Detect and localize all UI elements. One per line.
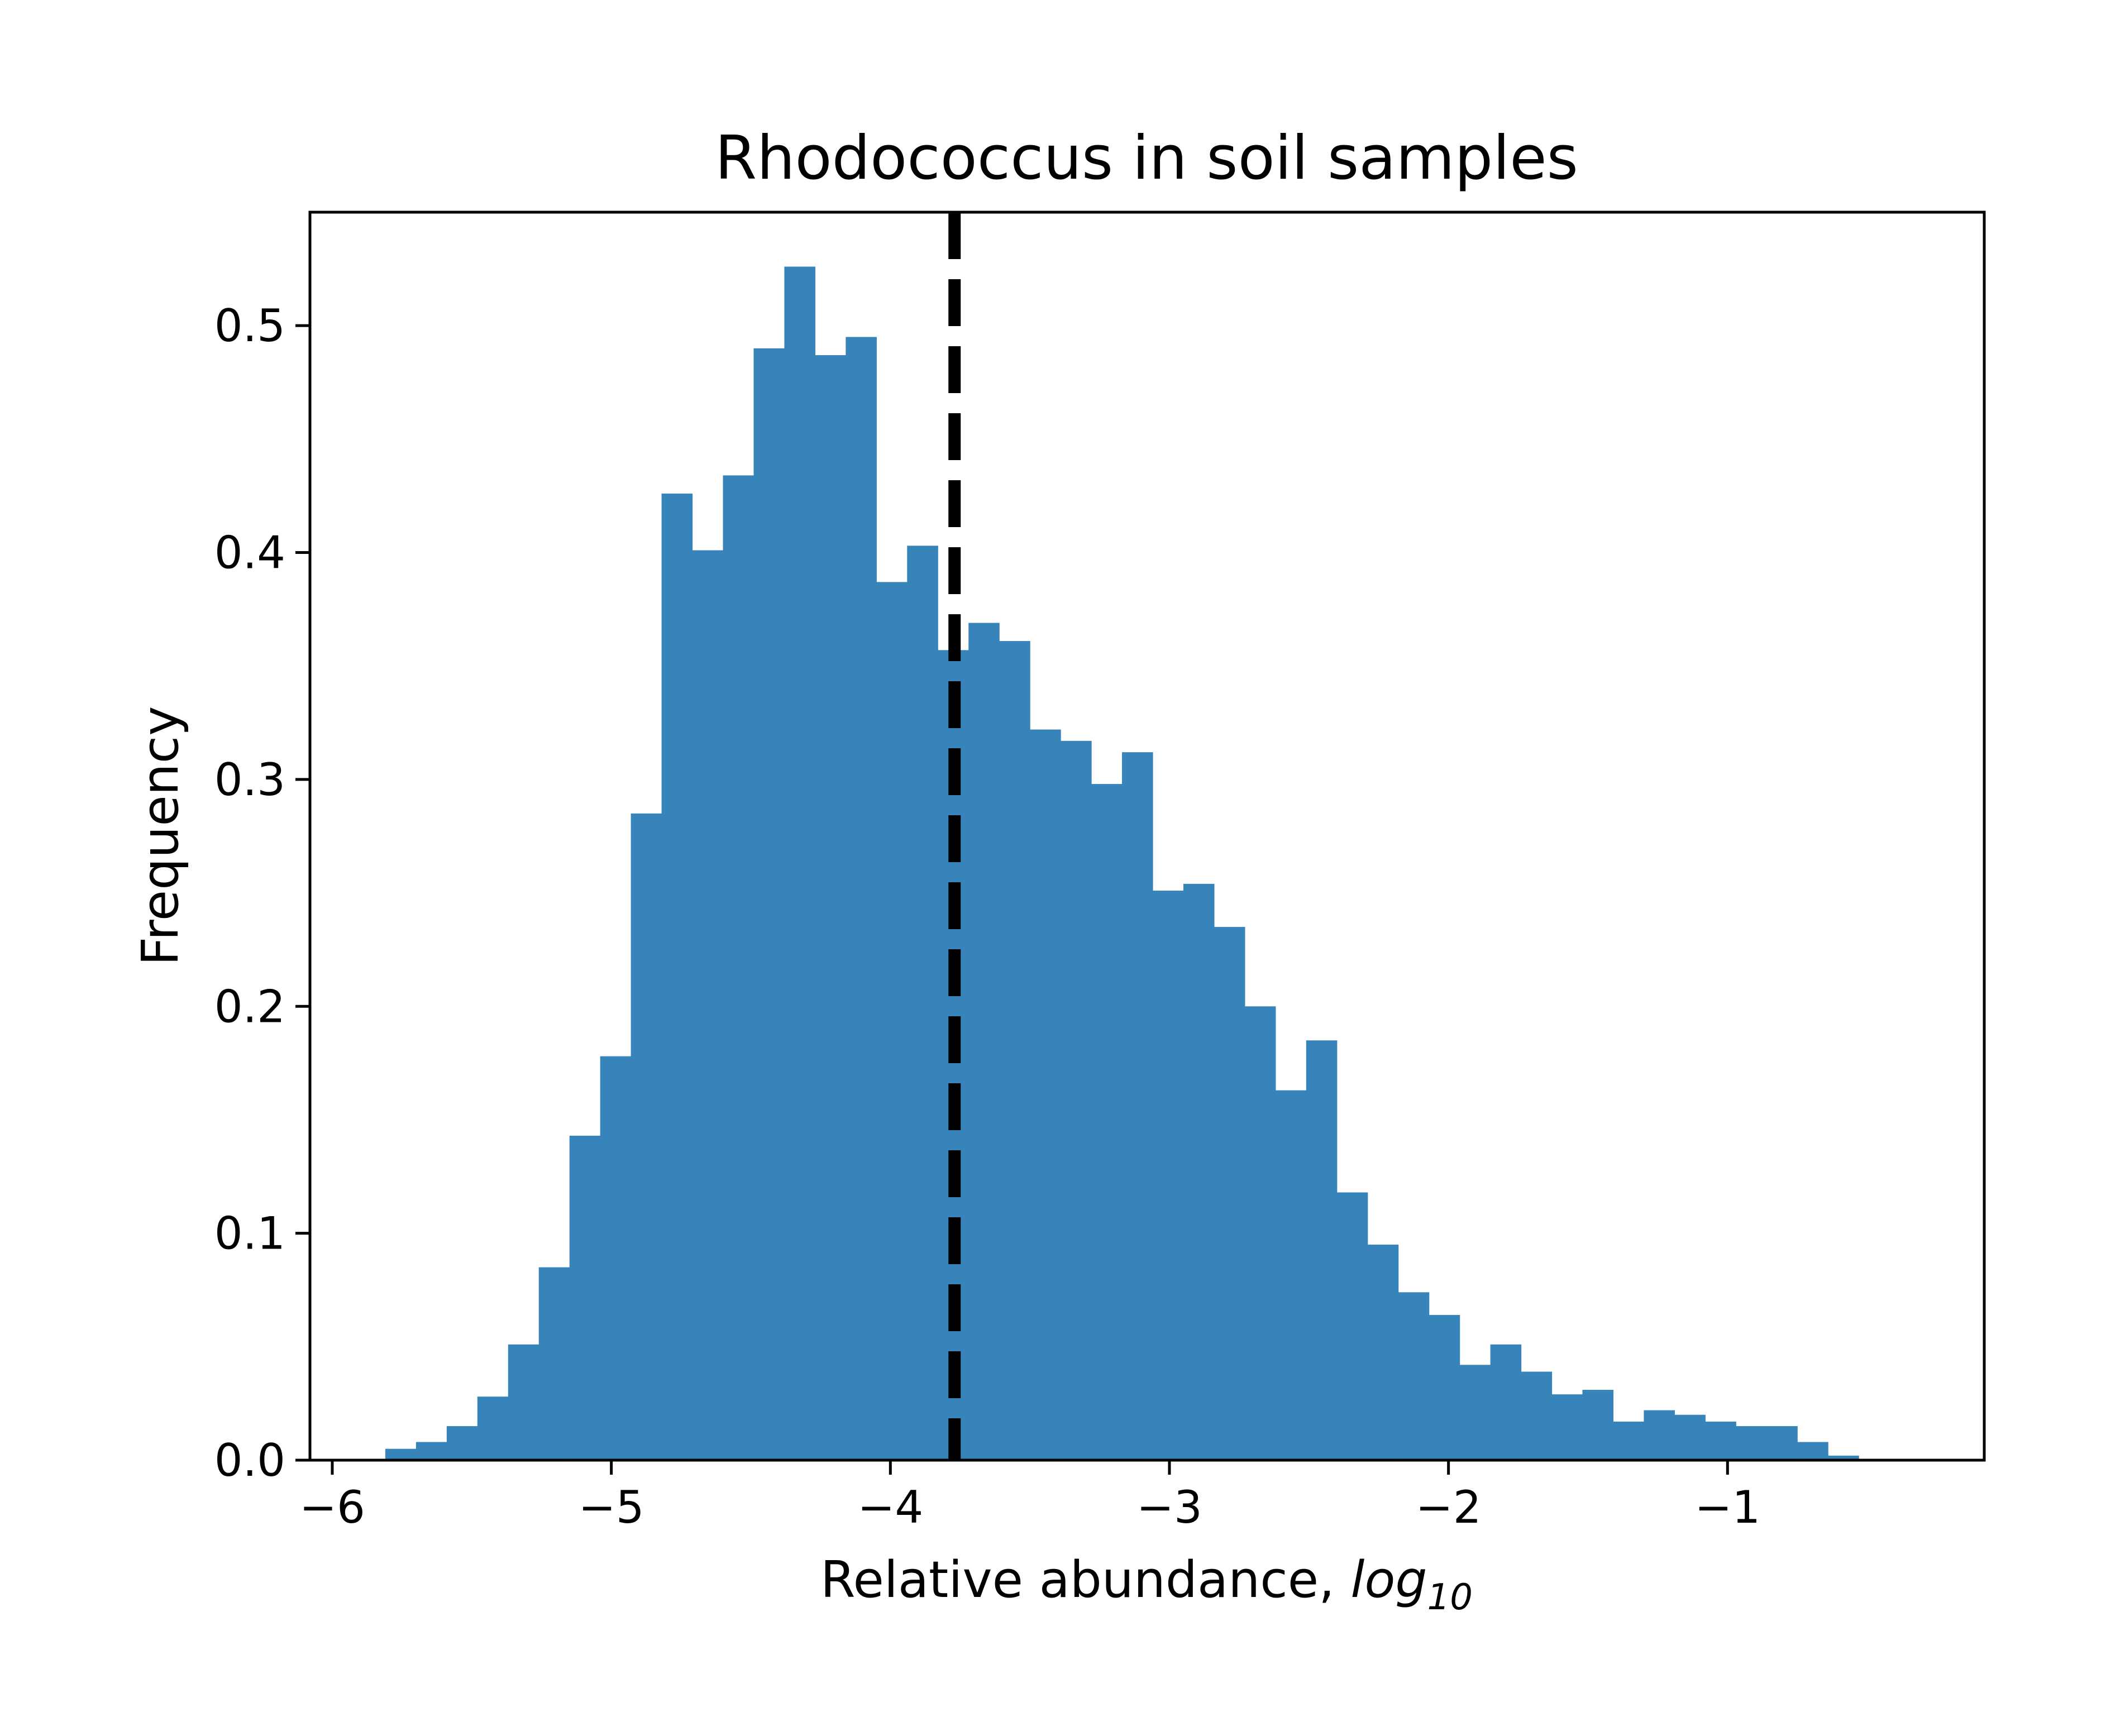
x-axis-ticks: −6 −5 −4 −3 −2 −1 (299, 1460, 1760, 1533)
x-axis-label-log: log (1350, 1551, 1427, 1609)
histogram-bar (1275, 1090, 1307, 1460)
x-axis-label-subscript: 10 (1427, 1577, 1473, 1618)
histogram-bar (1183, 883, 1215, 1460)
x-tick-label: −5 (579, 1481, 644, 1533)
y-tick-label: 0.2 (214, 981, 285, 1032)
histogram-bar (723, 475, 754, 1460)
histogram-bar (846, 337, 877, 1460)
histogram-bar (1613, 1421, 1644, 1460)
y-tick-label: 0.1 (214, 1208, 285, 1260)
histogram-bar (1152, 891, 1184, 1460)
y-tick-label: 0.3 (214, 754, 285, 806)
chart-title: Rhodococcus in soil samples (715, 123, 1578, 193)
histogram-bar (876, 582, 908, 1460)
histogram-bar (569, 1135, 601, 1460)
histogram-bar (1705, 1421, 1736, 1460)
histogram-bar (1551, 1394, 1583, 1460)
histogram-bar (600, 1056, 632, 1460)
histogram-bar (1797, 1442, 1828, 1460)
histogram-bar (1306, 1040, 1338, 1460)
histogram-bar (1766, 1426, 1798, 1460)
histogram-bar (1429, 1314, 1460, 1460)
y-tick-label: 0.5 (214, 300, 285, 352)
histogram-bar (1244, 1006, 1276, 1460)
histogram-bar (1674, 1414, 1706, 1460)
y-axis-label: Frequency (131, 706, 190, 966)
x-tick-label: −3 (1136, 1481, 1202, 1533)
histogram-bar (1030, 729, 1061, 1460)
histogram-bar (385, 1448, 417, 1460)
histogram-bar (753, 348, 785, 1460)
histogram-bar (968, 623, 1000, 1460)
histogram-bar (907, 546, 938, 1460)
histogram-bar (815, 355, 846, 1460)
histogram-bar (446, 1426, 478, 1460)
histogram-bar (416, 1442, 447, 1460)
histogram-bar (692, 550, 724, 1460)
histogram-bars (385, 266, 1859, 1460)
histogram-bar (1091, 784, 1123, 1460)
histogram-bar (1582, 1390, 1614, 1460)
histogram-bar (1398, 1292, 1430, 1460)
y-axis-ticks: 0.0 0.1 0.2 0.3 0.4 0.5 (214, 300, 310, 1486)
y-tick-label: 0.4 (214, 527, 285, 579)
histogram-bar (1521, 1371, 1553, 1460)
histogram-bar (661, 493, 693, 1460)
x-axis-label-main: Relative abundance, (820, 1551, 1350, 1609)
histogram-bar (1736, 1426, 1767, 1460)
histogram-bar (1828, 1455, 1859, 1460)
histogram-bar (538, 1267, 570, 1460)
x-axis-label: Relative abundance, log10 (820, 1551, 1473, 1618)
histogram-bar (1367, 1244, 1399, 1460)
histogram-bar (1214, 927, 1245, 1460)
x-tick-label: −6 (299, 1481, 365, 1533)
histogram-bar (1336, 1192, 1368, 1460)
plot-area-frame (308, 211, 1986, 1462)
histogram-bar (1122, 752, 1153, 1460)
histogram-bar (1459, 1365, 1491, 1460)
histogram-bar (631, 813, 662, 1460)
x-tick-label: −4 (857, 1481, 923, 1533)
x-tick-label: −2 (1416, 1481, 1482, 1533)
x-tick-label: −1 (1694, 1481, 1760, 1533)
histogram-bar (1061, 740, 1092, 1460)
histogram-bar (1644, 1410, 1675, 1460)
histogram-bar (999, 641, 1030, 1460)
histogram-bar (1490, 1344, 1522, 1460)
histogram-bar (508, 1344, 539, 1460)
histogram-bar (784, 266, 815, 1460)
y-tick-label: 0.0 (214, 1434, 285, 1486)
histogram-bar (477, 1397, 509, 1460)
